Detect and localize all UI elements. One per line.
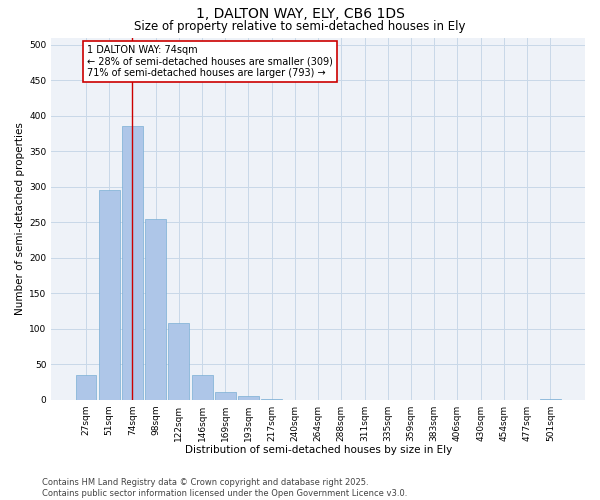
Y-axis label: Number of semi-detached properties: Number of semi-detached properties [15, 122, 25, 315]
Bar [215, 392, 236, 400]
X-axis label: Distribution of semi-detached houses by size in Ely: Distribution of semi-detached houses by … [185, 445, 452, 455]
Text: 1, DALTON WAY, ELY, CB6 1DS: 1, DALTON WAY, ELY, CB6 1DS [196, 8, 404, 22]
Bar [540, 399, 561, 400]
Bar [238, 396, 259, 400]
Bar [122, 126, 143, 400]
Text: Size of property relative to semi-detached houses in Ely: Size of property relative to semi-detach… [134, 20, 466, 33]
Text: 1 DALTON WAY: 74sqm
← 28% of semi-detached houses are smaller (309)
71% of semi-: 1 DALTON WAY: 74sqm ← 28% of semi-detach… [87, 44, 333, 78]
Bar [76, 374, 97, 400]
Bar [191, 374, 212, 400]
Bar [169, 323, 189, 400]
Bar [145, 218, 166, 400]
Bar [261, 399, 282, 400]
Bar [99, 190, 119, 400]
Text: Contains HM Land Registry data © Crown copyright and database right 2025.
Contai: Contains HM Land Registry data © Crown c… [42, 478, 407, 498]
